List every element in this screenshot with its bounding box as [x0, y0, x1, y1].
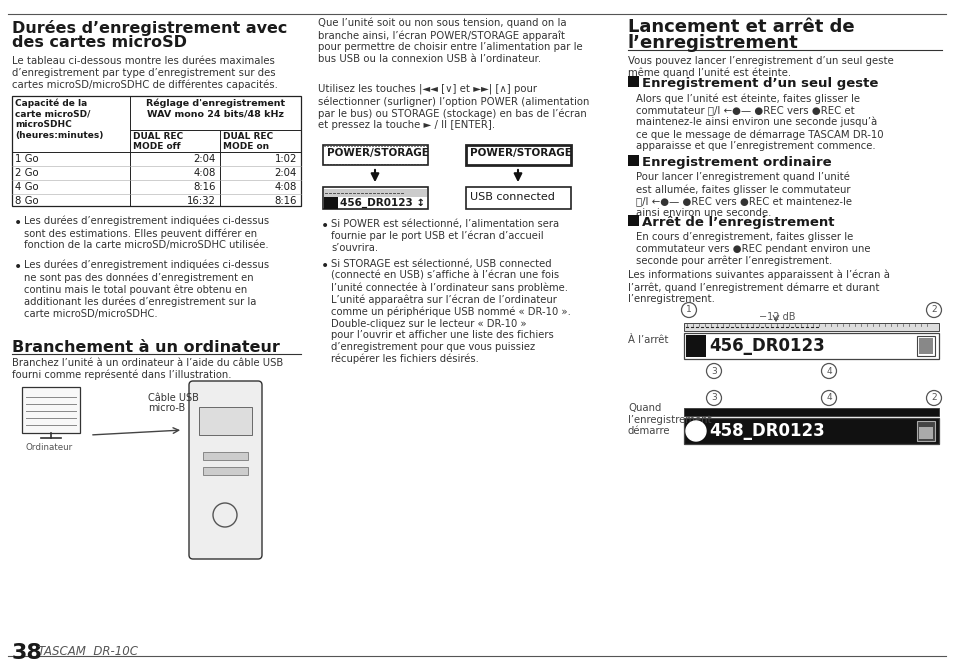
Text: Pour lancer l’enregistrement quand l’unité
est allumée, faites glisser le commut: Pour lancer l’enregistrement quand l’uni… [636, 172, 851, 218]
Text: 8:16: 8:16 [274, 196, 296, 206]
Bar [465, 145, 571, 165]
Text: Les informations suivantes apparaissent à l’écran à
l’arrêt, quand l’enregistrem: Les informations suivantes apparaissent … [627, 270, 889, 305]
Bar [683, 323, 938, 331]
FancyBboxPatch shape [189, 381, 262, 559]
Text: 456_DR0123: 456_DR0123 [708, 337, 824, 355]
Text: 2 Go: 2 Go [15, 168, 38, 178]
Text: USB connected: USB connected [470, 192, 555, 202]
Text: 3: 3 [710, 393, 716, 403]
Text: 1: 1 [685, 305, 691, 315]
Text: À l’arrêt: À l’arrêt [627, 335, 668, 345]
Bar [918, 427, 932, 439]
Text: 1:02: 1:02 [274, 154, 296, 164]
Text: 4: 4 [825, 366, 831, 376]
Bar [683, 333, 938, 359]
Text: l’enregistrement: l’enregistrement [627, 34, 798, 52]
Text: Réglage d'enregistrement
WAV mono 24 bits/48 kHz: Réglage d'enregistrement WAV mono 24 bit… [146, 99, 285, 119]
Text: 4:08: 4:08 [274, 182, 296, 192]
Text: Enregistrement ordinaire: Enregistrement ordinaire [641, 156, 831, 169]
Text: micro-B: micro-B [148, 403, 185, 413]
Bar [683, 408, 938, 416]
Text: Câble USB: Câble USB [148, 393, 198, 403]
Text: Vous pouvez lancer l’enregistrement d’un seul geste
même quand l’unité est étein: Vous pouvez lancer l’enregistrement d’un… [627, 56, 893, 79]
Text: 2:04: 2:04 [274, 168, 296, 178]
Text: 3: 3 [710, 366, 716, 376]
Text: 4 Go: 4 Go [15, 182, 38, 192]
Text: 4: 4 [825, 393, 831, 403]
Bar [465, 187, 571, 209]
Text: Enregistrement d’un seul geste: Enregistrement d’un seul geste [641, 77, 878, 90]
Text: 2:04: 2:04 [193, 154, 215, 164]
Bar [627, 155, 639, 166]
Text: Les durées d’enregistrement indiquées ci-dessus
ne sont pas des données d’enregi: Les durées d’enregistrement indiquées ci… [24, 260, 269, 319]
Text: •: • [14, 260, 22, 274]
Bar [685, 335, 705, 357]
Text: des cartes microSD: des cartes microSD [12, 35, 187, 50]
Bar [203, 452, 248, 460]
Circle shape [685, 421, 705, 441]
Bar [203, 467, 248, 475]
Text: •: • [14, 216, 22, 230]
Text: POWER/STORAGE: POWER/STORAGE [470, 148, 571, 158]
Text: Si STORAGE est sélectionné, USB connected
(connecté en USB) s’affiche à l’écran : Si STORAGE est sélectionné, USB connecte… [331, 259, 570, 364]
Text: Ordinateur: Ordinateur [26, 443, 73, 452]
Bar [627, 215, 639, 226]
Text: •: • [320, 259, 329, 273]
Text: POWER/STORAGE: POWER/STORAGE [327, 148, 429, 158]
Text: Que l’unité soit ou non sous tension, quand on la
branche ainsi, l’écran POWER/S: Que l’unité soit ou non sous tension, qu… [317, 18, 582, 64]
Bar [199, 407, 252, 435]
Text: Alors que l’unité est éteinte, faites glisser le
commutateur ⏻/I ←●— ●REC vers ●: Alors que l’unité est éteinte, faites gl… [636, 93, 882, 151]
Text: 2: 2 [930, 393, 936, 403]
Text: En cours d’enregistrement, faites glisser le
commutateur vers ●REC pendant envir: En cours d’enregistrement, faites glisse… [636, 232, 869, 266]
Bar [916, 336, 934, 356]
Bar [916, 421, 934, 441]
Bar [12, 96, 301, 206]
Text: 458_DR0123: 458_DR0123 [708, 422, 824, 440]
Text: 38: 38 [12, 643, 43, 663]
Text: Le tableau ci-dessous montre les durées maximales
d’enregistrement par type d’en: Le tableau ci-dessous montre les durées … [12, 56, 277, 90]
Text: DUAL REC
MODE on: DUAL REC MODE on [223, 132, 273, 152]
Text: Arrêt de l’enregistrement: Arrêt de l’enregistrement [641, 216, 834, 229]
Text: TASCAM  DR-10C: TASCAM DR-10C [38, 645, 138, 658]
Text: 456_DR0123 ↕: 456_DR0123 ↕ [339, 198, 425, 208]
Text: Quand
l’enregistrement
démarre: Quand l’enregistrement démarre [627, 403, 711, 436]
Text: Durées d’enregistrement avec: Durées d’enregistrement avec [12, 20, 287, 36]
Text: Lancement et arrêt de: Lancement et arrêt de [627, 18, 854, 36]
Text: −12 dB: −12 dB [759, 312, 795, 322]
Text: 16:32: 16:32 [187, 196, 215, 206]
Bar [323, 187, 428, 209]
Text: Les durées d’enregistrement indiquées ci-dessus
sont des estimations. Elles peuv: Les durées d’enregistrement indiquées ci… [24, 216, 269, 250]
Text: 2: 2 [930, 305, 936, 315]
Bar [323, 145, 428, 165]
Text: 8:16: 8:16 [193, 182, 215, 192]
Text: •: • [320, 219, 329, 233]
Bar [324, 197, 337, 209]
Text: Branchez l’unité à un ordinateur à l’aide du câble USB
fourni comme représenté d: Branchez l’unité à un ordinateur à l’aid… [12, 358, 283, 380]
Bar [627, 76, 639, 87]
Bar [918, 338, 932, 354]
Bar [22, 387, 80, 433]
Text: DUAL REC
MODE off: DUAL REC MODE off [132, 132, 183, 152]
Bar [324, 189, 427, 197]
Text: 8 Go: 8 Go [15, 196, 38, 206]
Bar [683, 418, 938, 444]
Text: 4:08: 4:08 [193, 168, 215, 178]
Text: Branchement à un ordinateur: Branchement à un ordinateur [12, 340, 279, 355]
Text: 1 Go: 1 Go [15, 154, 38, 164]
Text: Capacité de la
carte microSD/
microSDHC
(heures:minutes): Capacité de la carte microSD/ microSDHC … [15, 99, 103, 140]
Text: Utilisez les touches |◄◄ [∨] et ►►| [∧] pour
sélectionner (surligner) l’option P: Utilisez les touches |◄◄ [∨] et ►►| [∧] … [317, 84, 589, 130]
Text: Si POWER est sélectionné, l’alimentation sera
fournie par le port USB et l’écran: Si POWER est sélectionné, l’alimentation… [331, 219, 558, 253]
